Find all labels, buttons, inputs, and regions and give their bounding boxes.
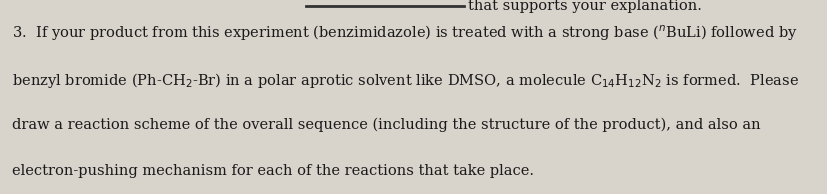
Text: 3.  If your product from this experiment (benzimidazole) is treated with a stron: 3. If your product from this experiment … xyxy=(12,23,797,43)
Text: benzyl bromide (Ph-CH$_2$-Br) in a polar aprotic solvent like DMSO, a molecule C: benzyl bromide (Ph-CH$_2$-Br) in a polar… xyxy=(12,71,798,90)
Text: draw a reaction scheme of the overall sequence (including the structure of the p: draw a reaction scheme of the overall se… xyxy=(12,117,760,132)
Text: that supports your explanation.: that supports your explanation. xyxy=(467,0,700,13)
Text: electron-pushing mechanism for each of the reactions that take place.: electron-pushing mechanism for each of t… xyxy=(12,164,533,178)
